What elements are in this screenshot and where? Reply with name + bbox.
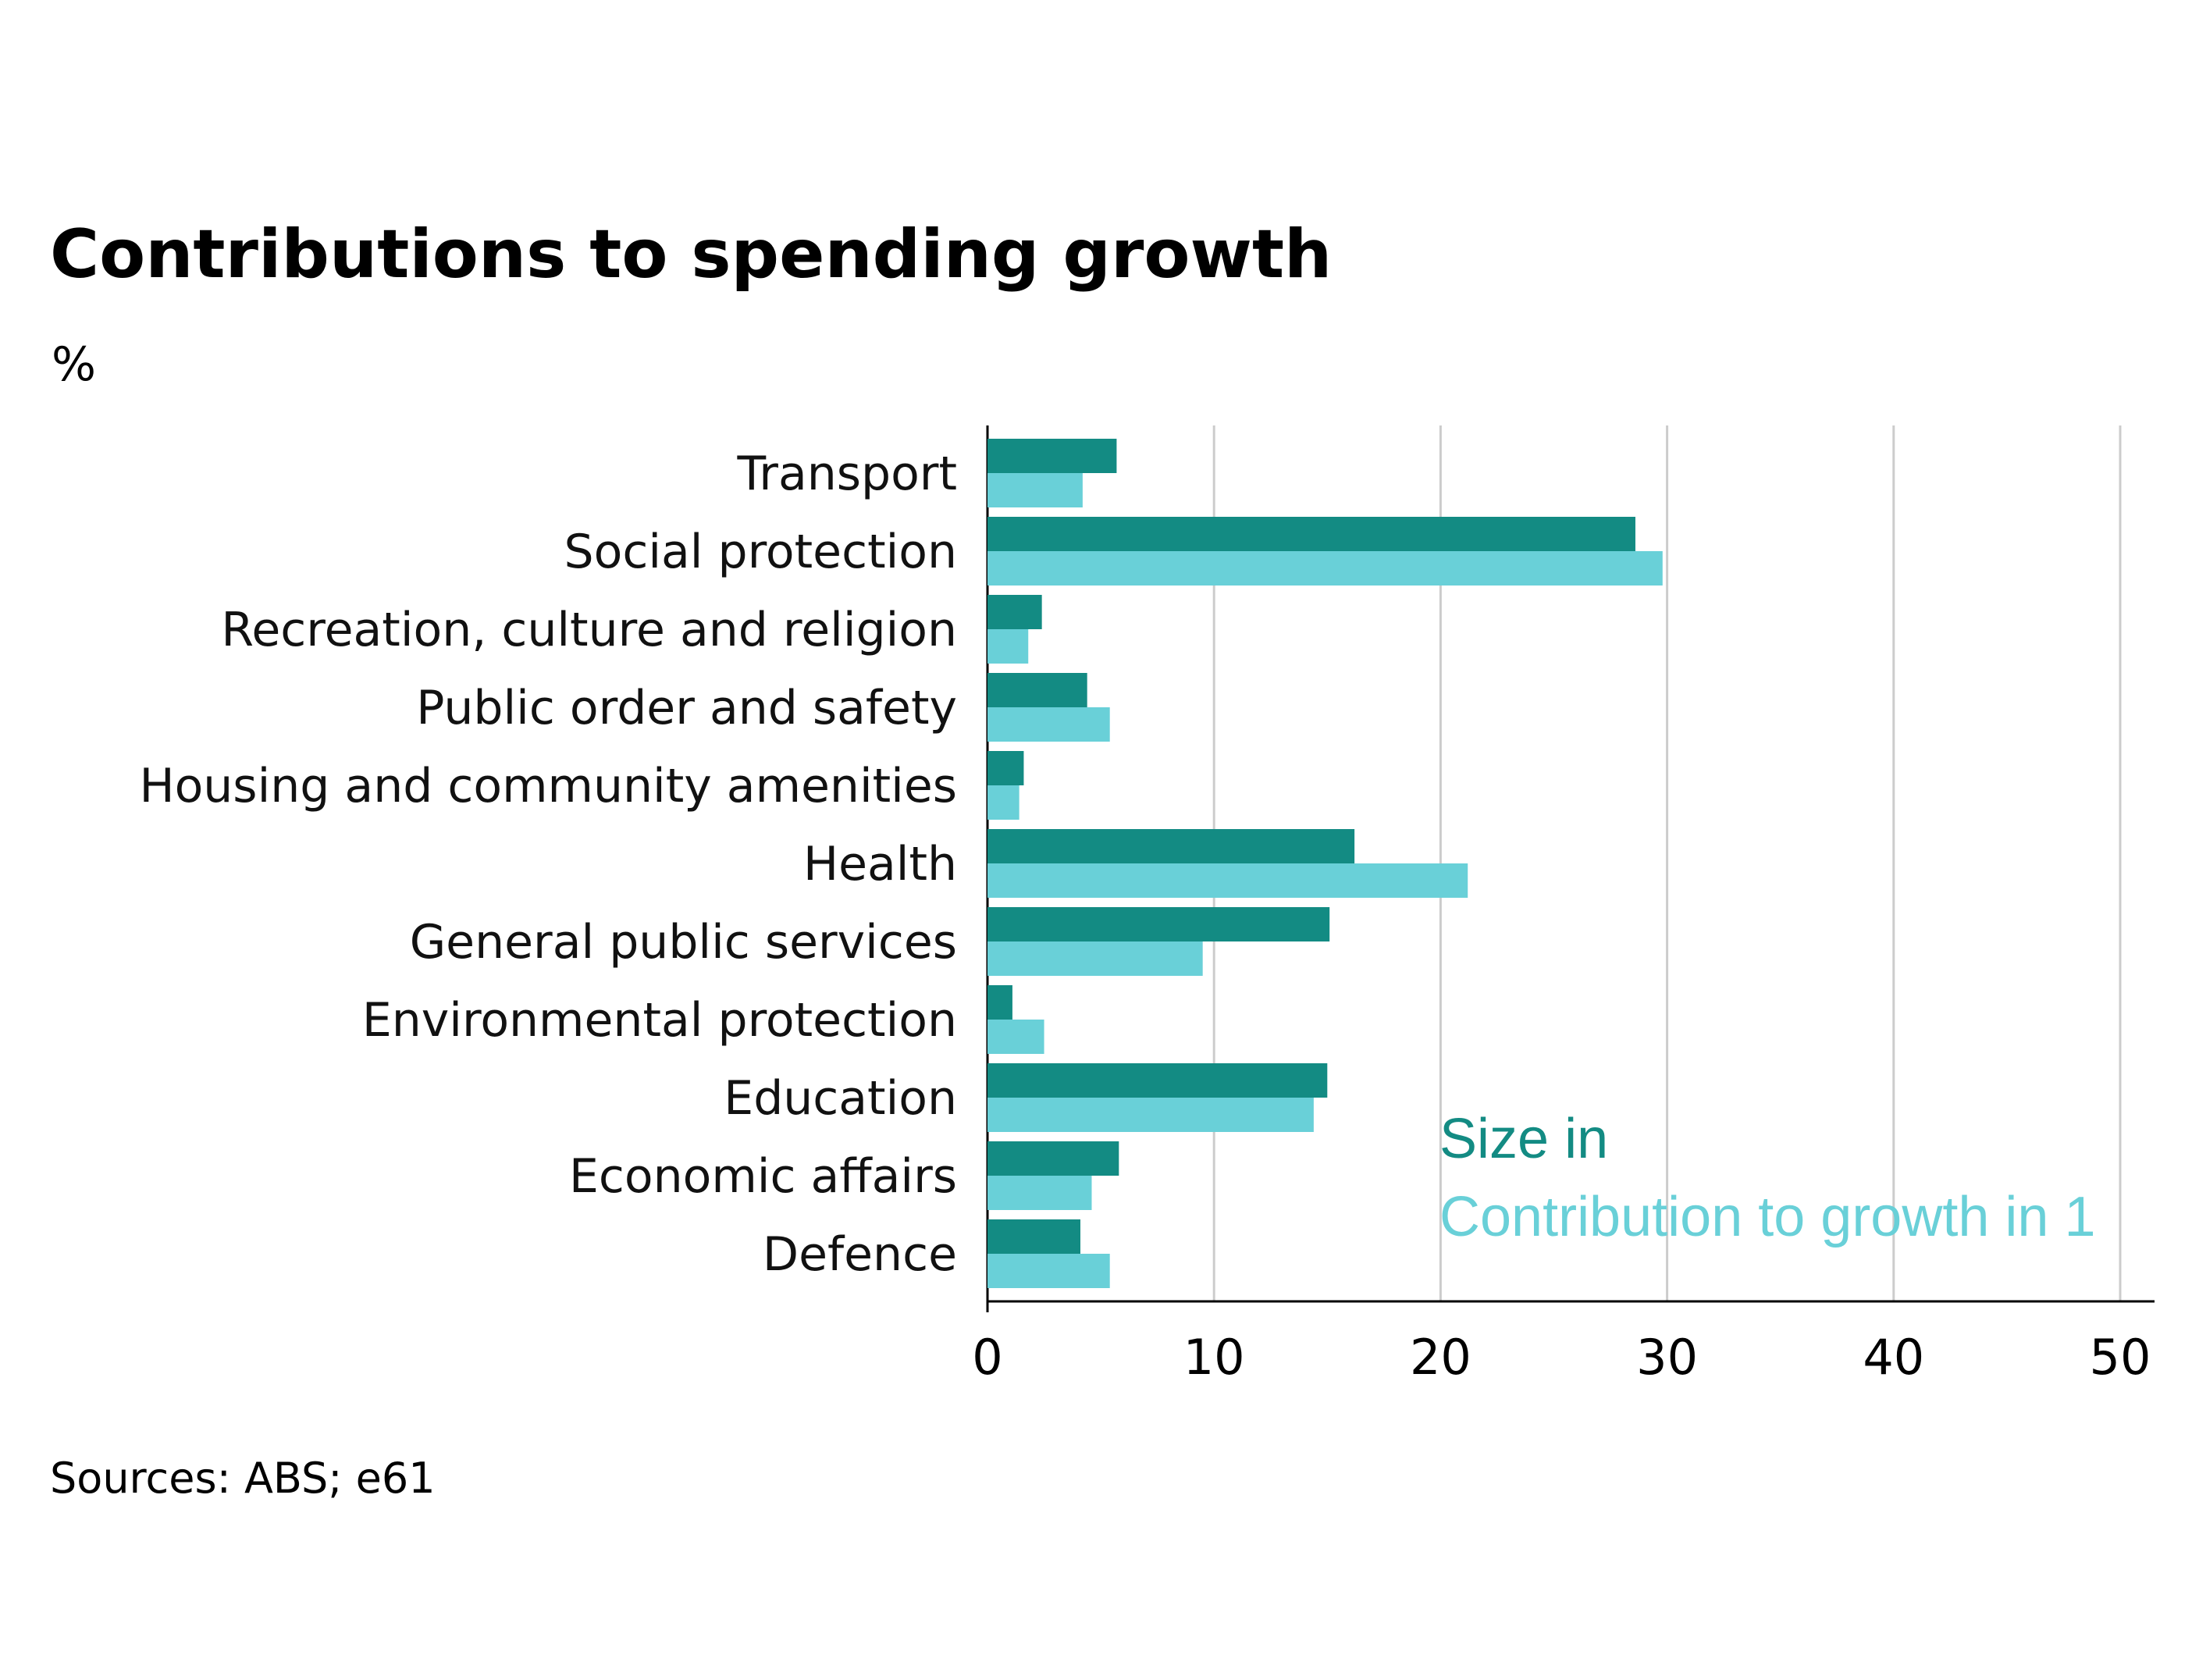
- legend-entry: Size in: [1439, 1108, 1608, 1170]
- category-label: Environmental protection: [362, 993, 957, 1048]
- legend-entry: Contribution to growth in 1: [1439, 1186, 2095, 1248]
- bar-contribution: [987, 941, 1203, 976]
- category-label: Health: [803, 837, 957, 892]
- bar-size: [987, 595, 1042, 629]
- bar-size: [987, 985, 1012, 1020]
- category-label: General public services: [410, 915, 957, 970]
- bar-contribution: [987, 707, 1110, 742]
- chart-title: Contributions to spending growth: [50, 215, 1332, 294]
- chart-unit-label: %: [52, 337, 96, 392]
- bar-size: [987, 517, 1635, 551]
- x-tick-label: 0: [972, 1329, 1002, 1386]
- bar-contribution: [987, 1020, 1044, 1054]
- bar-contribution: [987, 629, 1029, 664]
- bar-size: [987, 907, 1330, 941]
- bar-size: [987, 751, 1024, 785]
- x-tick-label: 50: [2090, 1329, 2151, 1386]
- x-tick-label: 10: [1183, 1329, 1245, 1386]
- bar-contribution: [987, 1254, 1110, 1288]
- bar-contribution: [987, 473, 1083, 507]
- bar-size: [987, 439, 1117, 473]
- bar-size: [987, 1141, 1119, 1176]
- bar-contribution: [987, 863, 1468, 898]
- category-label: Transport: [736, 447, 957, 501]
- bar-contribution: [987, 1098, 1314, 1132]
- x-tick-label: 40: [1863, 1329, 1924, 1386]
- category-label: Education: [724, 1071, 957, 1126]
- x-axis-ticks: 0 10 20 30 40 50: [972, 1329, 2151, 1386]
- category-label: Recreation, culture and religion: [221, 603, 957, 657]
- category-label: Public order and safety: [416, 681, 957, 735]
- category-label: Defence: [763, 1227, 957, 1282]
- bar-contribution: [987, 785, 1019, 820]
- category-label: Social protection: [564, 525, 957, 579]
- bars: [987, 439, 1663, 1288]
- x-tick-label: 20: [1410, 1329, 1471, 1386]
- bar-size: [987, 829, 1355, 863]
- bar-contribution: [987, 1176, 1092, 1210]
- legend: Size in Contribution to growth in 1: [1439, 1108, 2095, 1248]
- bar-size: [987, 1219, 1080, 1254]
- category-label: Economic affairs: [569, 1149, 957, 1204]
- category-label: Housing and community amenities: [139, 759, 957, 813]
- source-note: Sources: ABS; e61: [50, 1454, 436, 1503]
- bar-size: [987, 673, 1087, 707]
- x-tick-label: 30: [1636, 1329, 1698, 1386]
- category-labels: Transport Social protection Recreation, cu…: [139, 447, 957, 1282]
- bar-size: [987, 1063, 1328, 1098]
- bar-contribution: [987, 551, 1663, 586]
